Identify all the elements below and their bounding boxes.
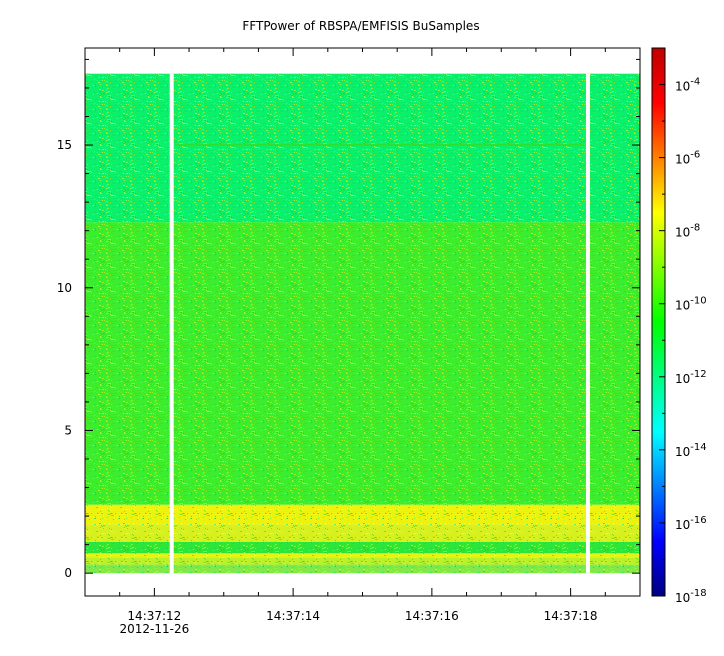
colorbar-tick-label: 10-10 xyxy=(675,296,707,313)
y-axis: 0 5 10 15 xyxy=(57,58,640,580)
x-tick-label: 14:37:12 xyxy=(127,609,181,623)
x-axis: 14:37:12 14:37:14 14:37:16 14:37:18 2012-11-… xyxy=(84,48,641,636)
y-tick-label: 0 xyxy=(64,566,72,580)
data-gap-1 xyxy=(585,73,590,574)
x-tick-label: 14:37:16 xyxy=(405,609,459,623)
noise-texture xyxy=(85,73,640,574)
plot-frame xyxy=(84,47,641,597)
colorbar-tick-label: 10-6 xyxy=(675,150,700,167)
data-gap-0 xyxy=(169,73,174,574)
colorbar-tick-label: 10-16 xyxy=(675,515,707,532)
plot-area xyxy=(85,73,640,574)
x-tick-label: 14:37:18 xyxy=(544,609,598,623)
x-date-label: 2012-11-26 xyxy=(120,622,190,636)
colorbar: 10-4 10-6 10-8 10-10 10-12 10-14 10-16 10-18 xyxy=(651,47,707,605)
colorbar-tick-label: 10-14 xyxy=(675,442,707,459)
colorbar-scale xyxy=(651,47,666,597)
chart-title: FFTPower of RBSPA/EMFISIS BuSamples xyxy=(242,19,479,33)
y-tick-label: 10 xyxy=(57,281,72,295)
colorbar-tick-label: 10-4 xyxy=(675,77,700,94)
y-tick-label: 15 xyxy=(57,138,72,152)
x-tick-label: 14:37:14 xyxy=(266,609,320,623)
colorbar-tick-label: 10-18 xyxy=(675,588,707,605)
y-tick-label: 5 xyxy=(64,423,72,437)
colorbar-tick-label: 10-12 xyxy=(675,369,707,386)
colorbar-tick-label: 10-8 xyxy=(675,223,700,240)
